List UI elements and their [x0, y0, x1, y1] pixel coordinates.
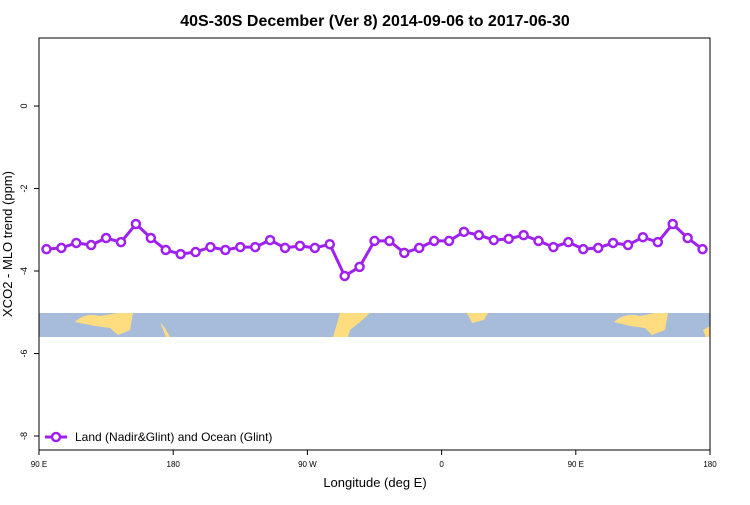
point — [443, 235, 455, 247]
point — [637, 231, 649, 243]
point — [354, 261, 365, 273]
x-tick-label: 180 — [167, 460, 181, 469]
x-tick-label: 90 E — [31, 460, 47, 469]
point — [682, 232, 693, 244]
point — [100, 232, 112, 244]
x-tick-label: 90 W — [298, 460, 317, 469]
point — [71, 237, 82, 249]
point — [428, 235, 440, 247]
point — [667, 218, 678, 230]
point — [399, 247, 410, 259]
point — [339, 270, 350, 282]
x-axis-label: Longitude (deg E) — [323, 475, 426, 490]
point — [503, 233, 514, 245]
point — [235, 241, 246, 253]
x-tick-label: 180 — [703, 460, 717, 469]
x-tick-label: 90 E — [568, 460, 584, 469]
point — [458, 226, 470, 238]
point — [578, 243, 589, 255]
point — [384, 235, 395, 247]
y-tick-label: -2 — [19, 185, 29, 193]
point — [130, 218, 142, 230]
legend-label: Land (Nadir&Glint) and Ocean (Glint) — [75, 430, 272, 444]
point — [533, 235, 544, 247]
point — [652, 236, 664, 248]
point — [697, 243, 708, 255]
point — [324, 238, 336, 250]
point — [41, 243, 52, 255]
point — [622, 239, 634, 251]
point — [115, 236, 127, 248]
point — [85, 239, 97, 251]
point — [220, 244, 231, 256]
point — [56, 242, 67, 254]
point — [473, 229, 485, 241]
point — [205, 241, 216, 253]
point — [548, 241, 559, 253]
point — [190, 246, 201, 258]
legend-marker — [50, 431, 62, 443]
point — [592, 242, 604, 254]
point — [175, 248, 186, 260]
point — [279, 242, 291, 254]
point — [607, 237, 619, 249]
point — [145, 232, 157, 244]
point — [518, 229, 529, 241]
point — [249, 241, 261, 253]
point — [294, 240, 306, 252]
y-tick-label: 0 — [19, 104, 29, 109]
point — [413, 242, 425, 254]
point — [563, 236, 574, 248]
y-tick-label: -8 — [19, 432, 29, 440]
map-strip — [39, 313, 710, 337]
series-line — [46, 221, 704, 279]
y-axis-label: XCO2 - MLO trend (ppm) — [0, 171, 15, 317]
plot-frame — [38, 37, 711, 451]
point — [488, 234, 500, 246]
point — [160, 244, 171, 256]
y-tick-label: -6 — [19, 349, 29, 357]
point — [309, 242, 321, 254]
point — [264, 234, 276, 246]
point — [369, 235, 380, 247]
chart-title: 40S-30S December (Ver 8) 2014-09-06 to 2… — [180, 13, 570, 30]
x-tick-label: 0 — [439, 460, 444, 469]
y-tick-label: -4 — [19, 267, 29, 275]
